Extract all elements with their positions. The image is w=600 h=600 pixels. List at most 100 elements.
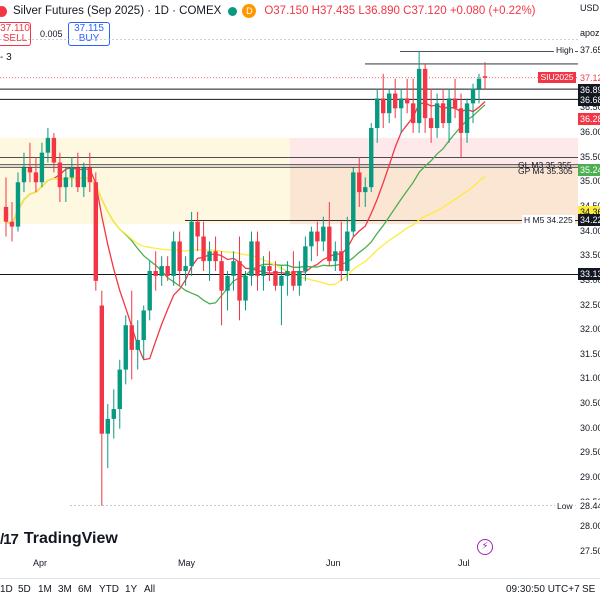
candle-body xyxy=(57,162,63,188)
price-tick: 30.50 xyxy=(580,398,600,409)
price-badge: 37.65 xyxy=(578,44,600,56)
timeframe-3m[interactable]: 3M xyxy=(58,584,72,595)
candle-body xyxy=(375,98,380,129)
candle-body xyxy=(123,325,128,370)
market-open-icon xyxy=(228,6,238,16)
candle-body xyxy=(357,172,362,193)
price-tick: 28.00 xyxy=(580,521,600,532)
price-tick: 32.00 xyxy=(580,324,600,335)
price-tick: 29.00 xyxy=(580,472,600,483)
time-label-jun: Jun xyxy=(326,558,341,568)
delayed-data-badge[interactable]: D xyxy=(242,4,257,18)
candle-body xyxy=(285,270,290,276)
time-axis[interactable]: Apr May Jun Jul xyxy=(0,554,578,572)
candle-body xyxy=(69,167,75,178)
candle-body xyxy=(410,103,416,124)
tradingview-logo[interactable]: /17 TradingView xyxy=(0,530,118,548)
candle-body xyxy=(291,270,296,286)
candle-body xyxy=(434,103,440,129)
buy-price: 37.115 xyxy=(74,23,104,34)
candle-body xyxy=(369,128,374,188)
level-gl-m3: GL M3 35.355 xyxy=(518,160,572,170)
candle-body xyxy=(339,251,344,271)
candle-body xyxy=(105,418,110,434)
candle-body xyxy=(261,266,266,276)
candle-body xyxy=(446,98,452,124)
level-gp-m4: GP M4 35.305 xyxy=(518,166,573,176)
clock-timezone[interactable]: 09:30:50 UTC+7 xyxy=(506,584,580,595)
candle-body xyxy=(129,325,134,350)
candle-body xyxy=(440,103,446,124)
candle-body xyxy=(273,270,278,286)
symbol-title[interactable]: Silver Futures (Sep 2025) · 1D · COMEX xyxy=(13,5,222,17)
candle-body xyxy=(111,409,116,419)
price-badge: 28.44 xyxy=(578,500,600,512)
candle-body xyxy=(470,88,476,104)
timeframe-ytd[interactable]: YTD xyxy=(99,584,119,595)
price-tick: 30.00 xyxy=(580,422,600,433)
price-badge: 37.12 xyxy=(578,72,600,84)
candle-body xyxy=(452,98,458,109)
candle-body xyxy=(416,68,422,124)
candle-body xyxy=(81,167,87,188)
candle-body xyxy=(27,167,33,173)
spread-value: 0.005 xyxy=(40,29,63,39)
currency-label[interactable]: USD xyxy=(580,3,600,13)
candle-body xyxy=(303,246,308,271)
candle-body xyxy=(279,275,284,286)
candle-body xyxy=(153,270,158,276)
candle-body xyxy=(15,182,21,227)
lightning-icon[interactable]: ⚡ xyxy=(477,539,493,555)
candle-body xyxy=(476,78,482,89)
candle-body xyxy=(458,108,464,133)
candle-body xyxy=(351,172,356,232)
candle-body xyxy=(93,182,99,281)
price-tick: 35.00 xyxy=(580,176,600,187)
candle-body xyxy=(39,152,45,183)
candle-body xyxy=(464,103,470,133)
timeframe-1m[interactable]: 1M xyxy=(38,584,52,595)
candle-body xyxy=(315,231,320,242)
price-tick: 35.50 xyxy=(580,151,600,162)
price-badge: 36.68 xyxy=(578,94,600,106)
time-label-apr: Apr xyxy=(33,558,48,568)
price-tick: 34.00 xyxy=(580,225,600,236)
candle-body xyxy=(297,270,302,286)
sell-button[interactable]: 37.110 SELL xyxy=(0,22,31,46)
candle-body xyxy=(309,231,314,247)
candle-body xyxy=(404,98,410,104)
candle-body xyxy=(51,137,57,163)
time-label-may: May xyxy=(178,558,196,568)
timeframe-all[interactable]: All xyxy=(144,584,156,595)
price-tick: 34.50 xyxy=(580,201,600,211)
candle-body xyxy=(428,118,434,129)
ohlc-open: O37.150 xyxy=(264,5,309,17)
price-chart[interactable] xyxy=(0,0,578,554)
candle-body xyxy=(99,305,104,434)
candle-body xyxy=(141,310,146,341)
buy-button[interactable]: 37.115 BUY xyxy=(68,22,110,46)
level-h-m5: H M5 34.225 xyxy=(522,215,575,225)
timeframe-1y[interactable]: 1Y xyxy=(125,584,138,595)
timeframe-6m[interactable]: 6M xyxy=(78,584,92,595)
zone-orange xyxy=(290,164,578,225)
candle-body xyxy=(422,68,428,119)
bottom-toolbar: 1D 5D 1M 3M 6M YTD 1Y All 09:30:50 UTC+7… xyxy=(0,578,600,600)
sell-price: 37.110 xyxy=(0,23,30,34)
high-label: High xyxy=(554,45,576,55)
candle-body xyxy=(63,177,69,188)
tradingview-logo-text: TradingView xyxy=(23,530,118,547)
candle-body xyxy=(9,221,15,227)
session-label[interactable]: SE xyxy=(582,584,596,595)
price-tick: 29.50 xyxy=(580,447,600,458)
indicator-legend[interactable]: - 3 xyxy=(0,52,12,63)
timeframe-1d[interactable]: 1D xyxy=(0,584,13,595)
price-tick: 27.50 xyxy=(580,546,600,556)
candle-body xyxy=(345,231,350,271)
candle-body xyxy=(183,266,188,271)
timeframe-5d[interactable]: 5D xyxy=(18,584,31,595)
price-tick: 36.00 xyxy=(580,126,600,137)
candle-body xyxy=(75,167,81,188)
price-tick: 36.50 xyxy=(580,102,600,113)
ohlc-high: H37.435 xyxy=(311,5,356,17)
